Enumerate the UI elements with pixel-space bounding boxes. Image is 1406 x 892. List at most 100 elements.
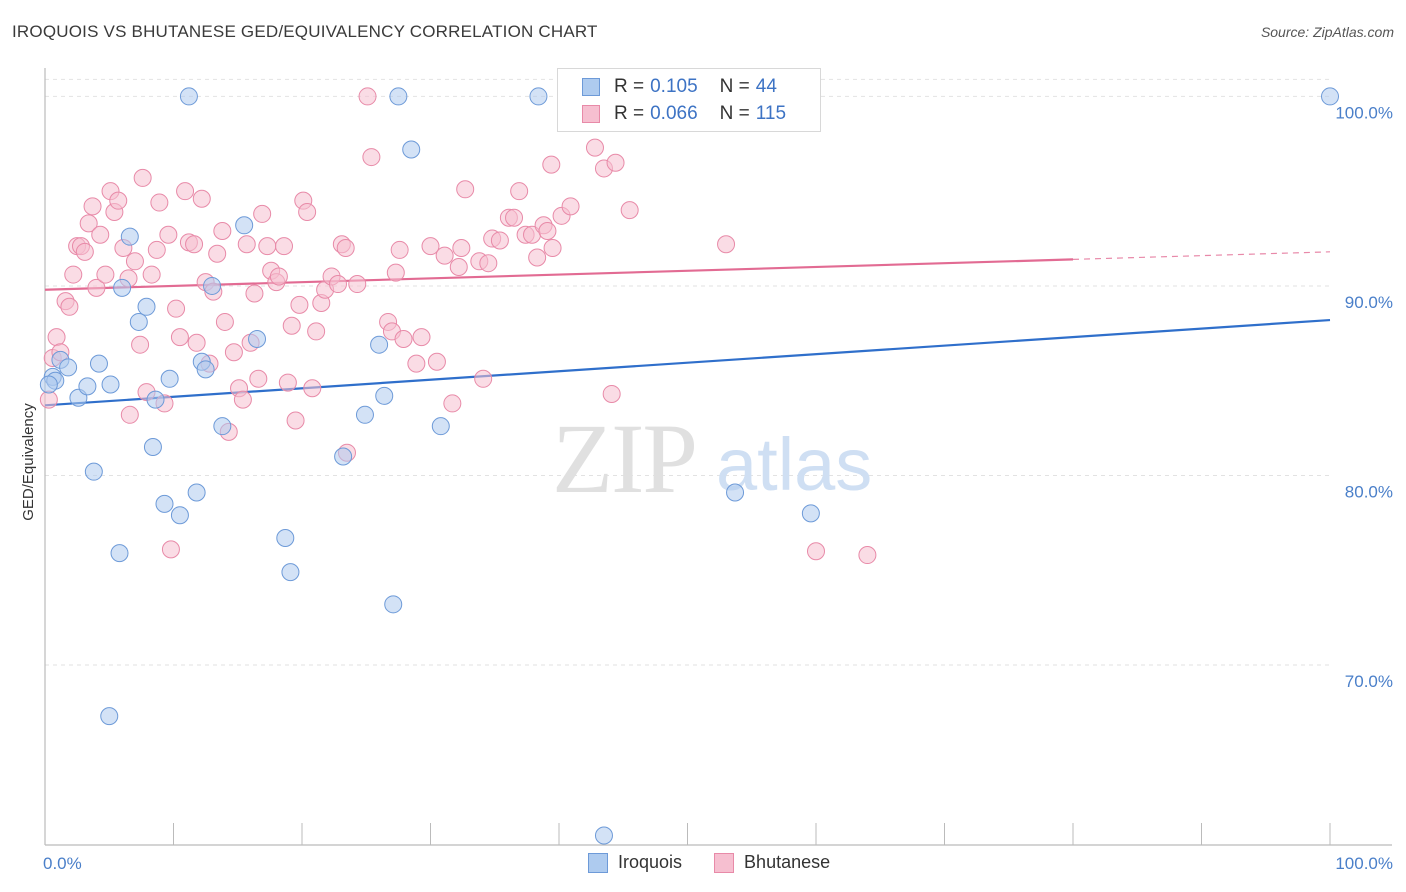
bhutanese-point bbox=[390, 240, 409, 259]
bhutanese-point bbox=[187, 333, 206, 352]
legend-row-iroquois: R = 0.105 N = 44 bbox=[582, 75, 777, 99]
bhutanese-legend-label: Bhutanese bbox=[744, 852, 831, 872]
bhutanese-point bbox=[421, 237, 440, 256]
iroquois-point bbox=[101, 375, 120, 394]
legend-swatch-iroquois bbox=[582, 78, 600, 96]
bhutanese-point bbox=[64, 265, 83, 284]
bhutanese-point bbox=[176, 182, 195, 201]
bhutanese-point bbox=[542, 155, 561, 174]
bhutanese-point bbox=[133, 168, 152, 187]
bhutanese-point bbox=[479, 254, 498, 273]
bhutanese-point bbox=[275, 237, 294, 256]
bhutanese-point bbox=[449, 257, 468, 276]
iroquois-point bbox=[276, 528, 295, 547]
bhutanese-point bbox=[490, 231, 509, 250]
bhutanese-point bbox=[427, 352, 446, 371]
iroquois-point bbox=[529, 87, 548, 106]
bhutanese-point bbox=[224, 343, 243, 362]
bhutanese-point bbox=[213, 221, 232, 240]
bhutanese-point bbox=[585, 138, 604, 157]
legend-n-label: N = bbox=[719, 103, 750, 124]
bhutanese-point bbox=[142, 265, 161, 284]
correlation-legend: R = 0.105 N = 44 R = 0.066 N = 115 bbox=[557, 68, 821, 132]
iroquois-point bbox=[120, 227, 139, 246]
bhutanese-point bbox=[75, 242, 94, 261]
iroquois-point bbox=[179, 87, 198, 106]
iroquois-point bbox=[431, 417, 450, 436]
bhutanese-point bbox=[505, 208, 524, 227]
bhutanese-point bbox=[348, 275, 367, 294]
bhutanese-point bbox=[245, 284, 264, 303]
bhutanese-point bbox=[456, 180, 475, 199]
bhutanese-point bbox=[233, 390, 252, 409]
bhutanese-point bbox=[120, 405, 139, 424]
iroquois-legend-label: Iroquois bbox=[618, 852, 683, 872]
y-axis-label: GED/Equivalency bbox=[20, 403, 37, 521]
bhutanese-point bbox=[362, 148, 381, 167]
watermark: ZIP atlas bbox=[552, 403, 872, 514]
bhutanese-point bbox=[185, 235, 204, 254]
bhutanese-point bbox=[282, 316, 301, 335]
bhutanese-point bbox=[602, 384, 621, 403]
series-legend-bhutanese: Bhutanese bbox=[714, 852, 830, 873]
bhutanese-point bbox=[269, 267, 288, 286]
bhutanese-point bbox=[208, 244, 227, 263]
legend-row-bhutanese: R = 0.066 N = 115 bbox=[582, 102, 786, 126]
iroquois-point bbox=[801, 504, 820, 523]
iroquois-point bbox=[137, 297, 156, 316]
legend-n-value: 44 bbox=[755, 76, 777, 97]
legend-r-label: R = bbox=[614, 76, 645, 97]
series-legend: Iroquois Bhutanese bbox=[588, 852, 862, 873]
source-label: Source: ZipAtlas.com bbox=[1260, 24, 1394, 40]
series-legend-iroquois: Iroquois bbox=[588, 852, 682, 873]
iroquois-point bbox=[389, 87, 408, 106]
iroquois-point bbox=[375, 386, 394, 405]
bhutanese-point bbox=[394, 330, 413, 349]
iroquois-swatch bbox=[588, 852, 608, 873]
bhutanese-point bbox=[109, 191, 128, 210]
bhutanese-point bbox=[407, 354, 426, 373]
x-tick-label: 100.0% bbox=[1335, 854, 1393, 873]
bhutanese-point bbox=[606, 153, 625, 172]
iroquois-point bbox=[160, 369, 179, 388]
bhutanese-point bbox=[336, 239, 355, 258]
bhutanese-point bbox=[510, 182, 529, 201]
bhutanese-point bbox=[858, 546, 877, 565]
bhutanese-point bbox=[278, 373, 297, 392]
bhutanese-point bbox=[47, 328, 66, 347]
iroquois-point bbox=[113, 278, 132, 297]
bhutanese-point bbox=[79, 214, 98, 233]
bhutanese-point bbox=[543, 239, 562, 258]
bhutanese-point bbox=[125, 252, 144, 271]
legend-r-value: 0.066 bbox=[650, 103, 698, 124]
iroquois-point bbox=[89, 354, 108, 373]
bhutanese-point bbox=[215, 312, 234, 331]
bhutanese-point bbox=[620, 201, 639, 220]
bhutanese-point bbox=[131, 335, 150, 354]
iroquois-point bbox=[39, 375, 58, 394]
bhutanese-point bbox=[192, 189, 211, 208]
bhutanese-point bbox=[237, 235, 256, 254]
bhutanese-point bbox=[96, 265, 115, 284]
iroquois-point bbox=[281, 563, 300, 582]
bhutanese-point bbox=[147, 240, 166, 259]
bhutanese-point bbox=[452, 239, 471, 258]
bhutanese-point bbox=[253, 204, 272, 223]
bhutanese-point bbox=[358, 87, 377, 106]
iroquois-point bbox=[155, 494, 174, 513]
bhutanese-point bbox=[167, 299, 186, 318]
iroquois-point bbox=[726, 483, 745, 502]
iroquois-point bbox=[370, 335, 389, 354]
iroquois-trend-line bbox=[44, 318, 1331, 407]
x-tick-label: 0.0% bbox=[43, 854, 82, 873]
bhutanese-trend-extension bbox=[1072, 251, 1331, 261]
iroquois-point bbox=[187, 483, 206, 502]
iroquois-point bbox=[235, 216, 254, 235]
axis-ticks: 70.0% 80.0% 90.0% 100.0% 0.0% 100.0% bbox=[43, 103, 1393, 873]
iroquois-point bbox=[110, 544, 129, 563]
bhutanese-point bbox=[91, 225, 110, 244]
legend-n-value: 115 bbox=[755, 103, 787, 124]
iroquois-point bbox=[334, 447, 353, 466]
bhutanese-point bbox=[474, 369, 493, 388]
